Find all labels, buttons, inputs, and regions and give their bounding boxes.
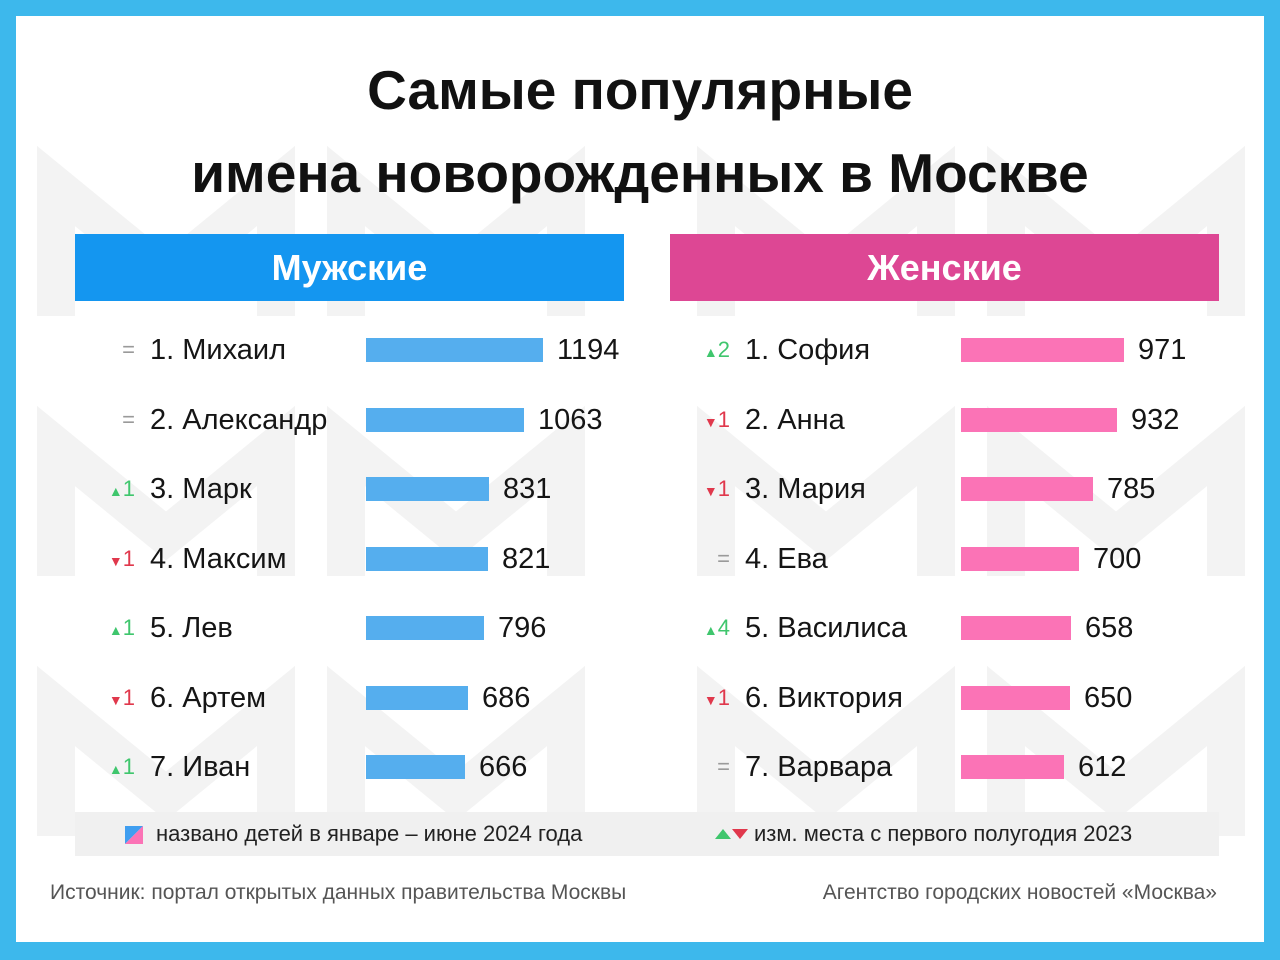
count-bar <box>366 547 488 571</box>
rank-change-indicator: = <box>122 337 135 362</box>
count-value-label: 1194 <box>557 334 620 366</box>
arrow-down-icon: ▼ <box>703 483 718 499</box>
arrow-up-icon: ▲ <box>108 483 123 499</box>
rank-change-value: 2 <box>717 337 730 362</box>
count-bar <box>366 408 524 432</box>
count-value-label: 650 <box>1084 682 1133 714</box>
rank-change-value: 1 <box>122 685 135 710</box>
rank-change-indicator: ▲1 <box>75 469 135 511</box>
count-bar <box>366 755 465 779</box>
rank-change-indicator: = <box>122 407 135 432</box>
rank-change-indicator: ▲2 <box>670 330 730 372</box>
agency-credit: Агентство городских новостей «Москва» <box>822 881 1217 904</box>
count-bar <box>961 686 1070 710</box>
name-label: 4. Ева <box>745 543 828 575</box>
legend-bar: названо детей в январе – июне 2024 года … <box>75 812 1219 856</box>
chart-title-line-1: Самые популярные <box>367 59 913 121</box>
count-bar <box>961 547 1079 571</box>
gender-swatch-icon <box>125 826 143 844</box>
count-value-label: 612 <box>1078 751 1127 783</box>
count-value-label: 796 <box>498 612 547 644</box>
rank-change-value: 1 <box>122 546 135 571</box>
rank-change-value: 1 <box>122 615 135 640</box>
arrow-up-icon: ▲ <box>703 344 718 360</box>
rank-change-indicator: ▼1 <box>75 539 135 581</box>
arrow-up-icon: ▲ <box>108 761 123 777</box>
name-label: 5. Лев <box>150 612 233 644</box>
name-label: 2. Анна <box>745 404 845 436</box>
name-label: 2. Александр <box>150 404 328 436</box>
count-value-label: 700 <box>1093 543 1142 575</box>
rank-change-indicator: = <box>717 546 730 571</box>
count-value-label: 785 <box>1107 473 1156 505</box>
name-label: 6. Виктория <box>745 682 903 714</box>
rank-change-indicator: ▼1 <box>670 400 730 442</box>
name-label: 1. София <box>745 334 871 366</box>
name-label: 7. Варвара <box>745 751 893 783</box>
count-bar <box>366 686 468 710</box>
name-label: 5. Василиса <box>745 612 908 644</box>
arrow-down-icon: ▼ <box>108 692 123 708</box>
chart-title-line-2: имена новорожденных в Москве <box>191 142 1089 204</box>
female-panel-header: Женские <box>670 234 1219 301</box>
count-bar <box>961 477 1093 501</box>
rank-change-value: 1 <box>717 685 730 710</box>
name-label: 4. Максим <box>150 543 287 575</box>
arrow-up-icon: ▲ <box>703 622 718 638</box>
count-value-label: 666 <box>479 751 528 783</box>
rank-change-indicator: ▼1 <box>670 678 730 720</box>
rank-change-indicator: ▼1 <box>670 469 730 511</box>
count-value-label: 971 <box>1138 334 1187 366</box>
rank-change-value: 1 <box>122 476 135 501</box>
count-value-label: 932 <box>1131 404 1180 436</box>
rank-change-value: 1 <box>717 476 730 501</box>
rank-change-indicator: ▲4 <box>670 608 730 650</box>
count-bar <box>366 616 484 640</box>
count-bar <box>366 338 543 362</box>
rank-change-value: 1 <box>122 754 135 779</box>
count-bar <box>961 408 1117 432</box>
rank-change-indicator: ▲1 <box>75 747 135 789</box>
male-panel-header: Мужские <box>75 234 624 301</box>
name-label: 3. Марк <box>150 473 252 505</box>
count-value-label: 1063 <box>538 404 603 436</box>
rank-change-indicator: ▼1 <box>75 678 135 720</box>
name-label: 1. Михаил <box>150 334 287 366</box>
count-bar <box>366 477 489 501</box>
count-value-label: 831 <box>503 473 552 505</box>
rank-change-value: 4 <box>717 615 730 640</box>
legend-count-label: названо детей в январе – июне 2024 года <box>156 821 583 846</box>
arrow-up-icon: ▲ <box>108 622 123 638</box>
arrow-down-icon: ▼ <box>703 414 718 430</box>
count-bar <box>961 616 1071 640</box>
rank-change-value: 1 <box>717 407 730 432</box>
count-value-label: 658 <box>1085 612 1134 644</box>
rank-change-indicator: = <box>717 754 730 779</box>
count-bar <box>961 338 1124 362</box>
name-label: 3. Мария <box>745 473 866 505</box>
count-value-label: 821 <box>502 543 551 575</box>
arrow-down-icon: ▼ <box>108 553 123 569</box>
name-label: 7. Иван <box>150 751 251 783</box>
rank-change-indicator: ▲1 <box>75 608 135 650</box>
source-footnote: Источник: портал открытых данных правите… <box>50 881 627 904</box>
count-bar <box>961 755 1064 779</box>
count-value-label: 686 <box>482 682 531 714</box>
up-down-arrows-icon <box>715 829 748 839</box>
arrow-down-icon: ▼ <box>703 692 718 708</box>
name-label: 6. Артем <box>150 682 267 714</box>
legend-change-label: изм. места с первого полугодия 2023 <box>754 821 1133 846</box>
